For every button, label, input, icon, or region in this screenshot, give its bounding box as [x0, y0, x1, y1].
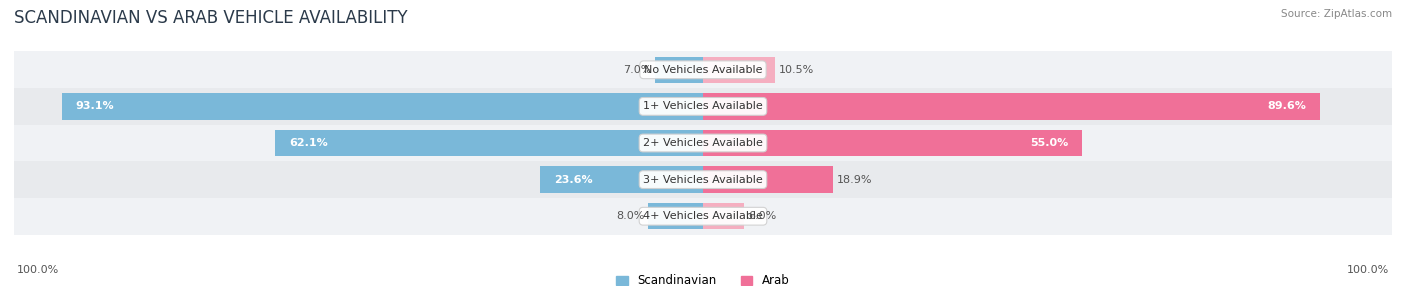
Text: SCANDINAVIAN VS ARAB VEHICLE AVAILABILITY: SCANDINAVIAN VS ARAB VEHICLE AVAILABILIT… — [14, 9, 408, 27]
Text: 89.6%: 89.6% — [1268, 102, 1306, 111]
Bar — [648, 203, 703, 229]
Text: 10.5%: 10.5% — [779, 65, 814, 75]
Text: 62.1%: 62.1% — [290, 138, 328, 148]
Text: 18.9%: 18.9% — [837, 175, 872, 184]
Text: Source: ZipAtlas.com: Source: ZipAtlas.com — [1281, 9, 1392, 19]
Bar — [14, 88, 1392, 125]
Bar — [655, 57, 703, 83]
Bar — [62, 93, 703, 120]
Bar — [276, 130, 703, 156]
Text: No Vehicles Available: No Vehicles Available — [644, 65, 762, 75]
Bar — [14, 161, 1392, 198]
Legend: Scandinavian, Arab: Scandinavian, Arab — [616, 274, 790, 286]
Text: 1+ Vehicles Available: 1+ Vehicles Available — [643, 102, 763, 111]
Text: 93.1%: 93.1% — [76, 102, 114, 111]
Bar — [14, 125, 1392, 161]
Text: 55.0%: 55.0% — [1029, 138, 1069, 148]
Bar — [703, 166, 834, 193]
Text: 2+ Vehicles Available: 2+ Vehicles Available — [643, 138, 763, 148]
Text: 8.0%: 8.0% — [616, 211, 644, 221]
Text: 100.0%: 100.0% — [17, 265, 59, 275]
Bar — [703, 93, 1320, 120]
Text: 7.0%: 7.0% — [623, 65, 651, 75]
Bar — [703, 130, 1083, 156]
Text: 4+ Vehicles Available: 4+ Vehicles Available — [643, 211, 763, 221]
Bar — [540, 166, 703, 193]
Bar — [14, 198, 1392, 235]
Bar — [14, 51, 1392, 88]
Text: 6.0%: 6.0% — [748, 211, 776, 221]
Text: 100.0%: 100.0% — [1347, 265, 1389, 275]
Text: 3+ Vehicles Available: 3+ Vehicles Available — [643, 175, 763, 184]
Text: 23.6%: 23.6% — [554, 175, 593, 184]
Bar — [703, 203, 744, 229]
Bar — [703, 57, 775, 83]
